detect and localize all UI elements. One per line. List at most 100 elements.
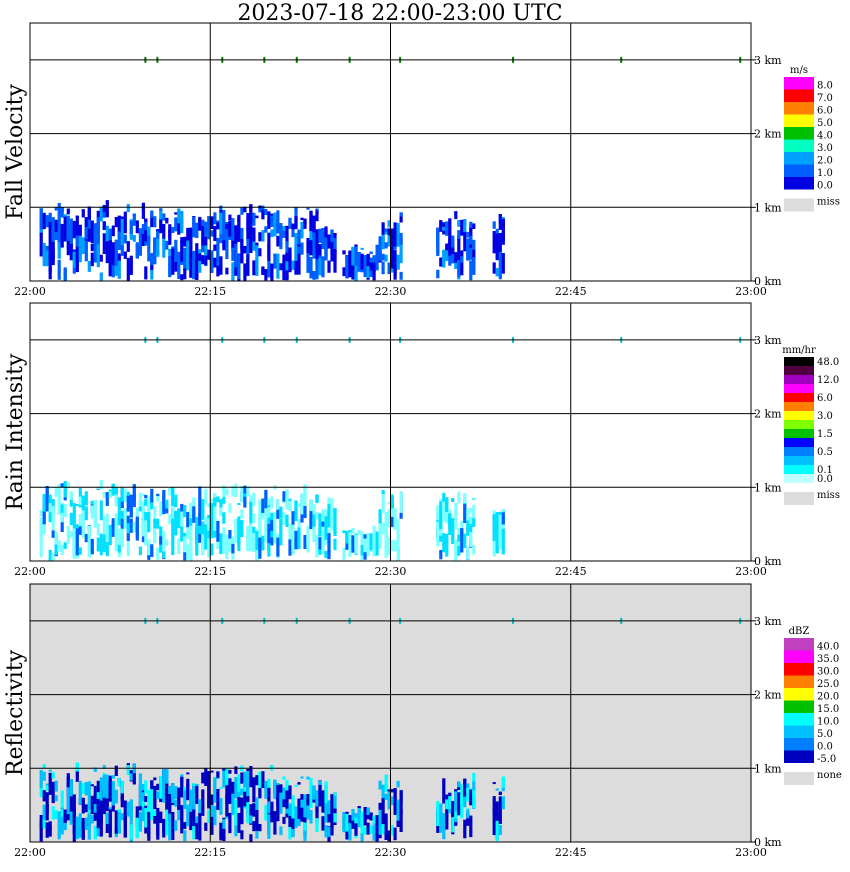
echo-cell bbox=[45, 250, 49, 267]
echo-cell bbox=[126, 523, 130, 532]
panel-ylabel: Fall Velocity bbox=[3, 84, 28, 220]
echo-cell bbox=[231, 485, 235, 497]
echo-cell bbox=[231, 781, 235, 788]
echo-cell bbox=[114, 217, 118, 228]
panel-frame bbox=[29, 583, 752, 843]
echo-cell bbox=[285, 514, 289, 527]
echo-cell bbox=[279, 223, 283, 250]
echo-cell bbox=[469, 221, 473, 230]
echo-cell bbox=[381, 784, 385, 805]
echo-cell bbox=[300, 217, 304, 221]
echo-cell bbox=[351, 528, 355, 534]
echo-cell bbox=[439, 550, 443, 560]
echo-cell bbox=[237, 813, 241, 833]
echo-cell bbox=[390, 494, 394, 512]
echo-cell bbox=[138, 546, 142, 556]
echo-cell bbox=[174, 494, 178, 508]
echo-cell bbox=[69, 789, 73, 812]
echo-cell bbox=[306, 238, 310, 254]
echo-cell bbox=[138, 492, 142, 507]
echo-cell bbox=[273, 779, 277, 800]
echo-cell bbox=[282, 776, 286, 780]
echo-cell bbox=[228, 778, 232, 804]
echo-cell bbox=[213, 508, 217, 531]
echo-cell bbox=[63, 504, 67, 518]
echo-cell bbox=[54, 224, 58, 241]
echo-cell bbox=[99, 533, 103, 556]
echo-cell bbox=[153, 777, 157, 781]
echo-cell bbox=[126, 241, 130, 252]
echo-cell bbox=[72, 220, 76, 239]
echo-cell bbox=[198, 813, 202, 841]
echo-cell bbox=[87, 216, 91, 242]
echo-cell bbox=[210, 543, 214, 556]
echo-cell bbox=[498, 511, 502, 515]
echo-cell bbox=[436, 521, 440, 547]
echo-cell bbox=[273, 815, 277, 835]
echo-cell bbox=[501, 253, 505, 274]
echo-cell bbox=[246, 770, 250, 797]
echo-cell bbox=[219, 831, 223, 841]
echo-cell bbox=[72, 514, 76, 538]
echo-cell bbox=[303, 506, 307, 519]
echo-cell bbox=[42, 790, 46, 802]
echo-cell bbox=[168, 514, 172, 524]
echo-cell bbox=[210, 770, 214, 773]
echo-cell bbox=[243, 496, 247, 508]
echo-cell bbox=[150, 780, 154, 790]
echo-cell bbox=[222, 240, 226, 251]
echo-cell bbox=[210, 522, 214, 539]
echo-cell bbox=[442, 813, 446, 840]
echo-cell bbox=[72, 265, 76, 274]
echo-cell bbox=[501, 220, 505, 231]
height-tick-label: 3 km bbox=[754, 615, 782, 628]
echo-cell bbox=[288, 815, 292, 827]
echo-cell bbox=[102, 233, 106, 254]
echo-cell bbox=[318, 537, 322, 550]
echo-cell bbox=[111, 775, 115, 779]
echo-cell bbox=[159, 501, 163, 517]
echo-cell bbox=[457, 545, 461, 556]
echo-cell bbox=[457, 220, 461, 227]
echo-cell bbox=[312, 517, 316, 543]
echo-cell bbox=[57, 259, 61, 280]
echo-cell bbox=[213, 226, 217, 237]
echo-cell bbox=[387, 220, 391, 228]
echo-cell bbox=[231, 793, 235, 815]
echo-cell bbox=[219, 822, 223, 834]
colorbar-swatch bbox=[784, 164, 814, 177]
echo-cell bbox=[498, 233, 502, 261]
echo-cell bbox=[234, 799, 238, 826]
echo-cell bbox=[117, 240, 121, 250]
echo-cell bbox=[442, 533, 446, 553]
echo-cell bbox=[120, 781, 124, 794]
echo-cell bbox=[75, 528, 79, 556]
echo-cell bbox=[363, 807, 367, 816]
echo-cell bbox=[264, 209, 268, 215]
echo-cell bbox=[252, 526, 256, 538]
echo-cell bbox=[48, 221, 52, 249]
echo-cell bbox=[306, 805, 310, 820]
echo-cell bbox=[75, 816, 79, 840]
colorbar-swatch bbox=[784, 675, 814, 688]
echo-cell bbox=[213, 493, 217, 507]
echo-cell bbox=[186, 227, 190, 247]
echo-cell bbox=[354, 244, 358, 266]
echo-cell bbox=[267, 801, 271, 814]
echo-cell bbox=[303, 822, 307, 831]
echo-cell bbox=[216, 220, 220, 227]
echo-cell bbox=[174, 239, 178, 262]
echo-cell bbox=[492, 782, 496, 785]
echo-cell bbox=[258, 248, 262, 257]
echo-cell bbox=[222, 210, 226, 238]
echo-cell bbox=[282, 511, 286, 525]
echo-cell bbox=[87, 813, 91, 840]
echo-cell bbox=[399, 271, 403, 280]
echo-cell bbox=[285, 252, 289, 262]
echo-cell bbox=[141, 807, 145, 822]
echo-cell bbox=[51, 217, 55, 242]
echo-cell bbox=[171, 539, 175, 556]
echo-cell bbox=[75, 504, 79, 506]
echo-cell bbox=[42, 242, 46, 267]
echo-cell bbox=[363, 534, 367, 539]
